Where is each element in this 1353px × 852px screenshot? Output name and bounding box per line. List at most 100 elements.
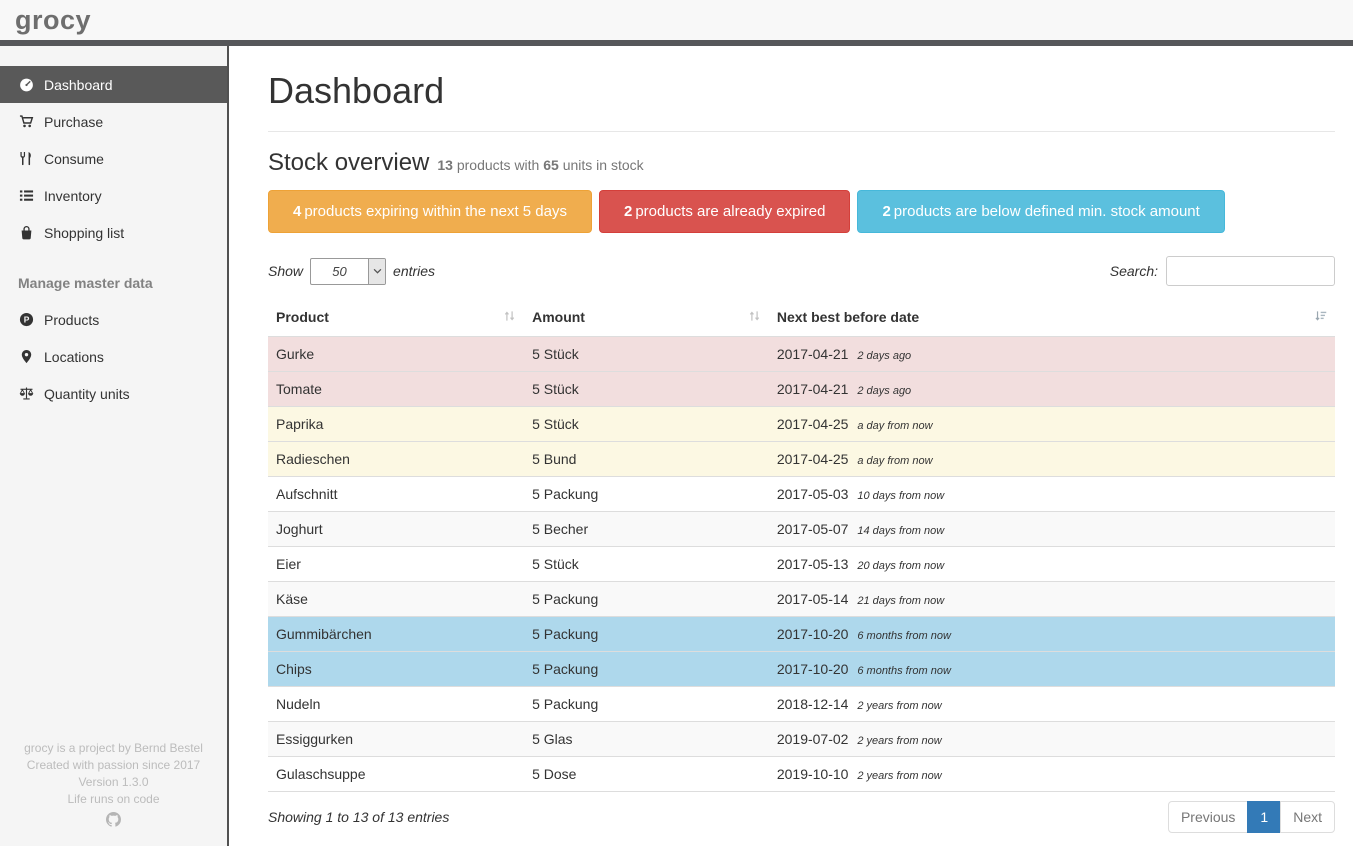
date-value: 2018-12-14 [776,696,849,712]
divider [268,131,1335,132]
time-ago: a day from now [857,420,933,432]
table-row: Radieschen 5 Bund 2017-04-25 a day from … [268,441,1335,477]
date-value: 2017-04-25 [776,416,849,432]
best-before-cell: 2018-12-14 2 years from now [768,686,1335,722]
github-icon[interactable] [106,812,121,832]
product-icon: P [17,312,35,327]
best-before-cell: 2017-04-21 2 days ago [768,371,1335,407]
best-before-cell: 2017-04-25 a day from now [768,441,1335,477]
shopping-cart-icon [17,114,35,129]
table-row: Tomate 5 Stück 2017-04-21 2 days ago [268,371,1335,407]
column-header[interactable]: Amount [524,299,769,337]
time-ago: 2 years from now [857,770,942,782]
stock-alerts: 4 products expiring within the next 5 day… [268,190,1335,233]
sidebar-item[interactable]: P Products [0,301,227,338]
amount-cell: 5 Packung [524,651,769,687]
sidebar-item[interactable]: Dashboard [0,66,227,103]
time-ago: 2 days ago [857,350,912,362]
next-page-button[interactable]: Next [1280,801,1335,833]
footer-line: grocy is a project by Bernd Bestel [24,741,203,755]
time-ago: a day from now [857,455,933,467]
amount-cell: 5 Stück [524,406,769,442]
app-logo[interactable]: grocy [15,4,92,35]
time-ago: 21 days from now [857,595,945,607]
amount-cell: 5 Becher [524,511,769,547]
stock-alert-button[interactable]: 4 products expiring within the next 5 day… [268,190,592,233]
chevron-down-icon [368,258,386,284]
sidebar-footer: grocy is a project by Bernd Bestel Creat… [0,740,227,846]
footer-line: Life runs on code [67,792,160,806]
stock-alert-button[interactable]: 2 products are below defined min. stock a… [857,190,1225,233]
page-length-control: Show 50 entries [268,257,436,285]
shopping-bag-icon [17,225,35,240]
amount-cell: 5 Packung [524,581,769,617]
amount-cell: 5 Stück [524,546,769,582]
product-cell: Radieschen [268,441,525,477]
time-ago: 2 years from now [857,700,942,712]
time-ago: 2 days ago [857,385,912,397]
product-cell: Essiggurken [268,721,525,757]
sidebar-item-label: Purchase [44,113,104,130]
product-cell: Aufschnitt [268,476,525,512]
sidebar-item[interactable]: Purchase [0,103,227,140]
date-value: 2017-05-14 [776,591,849,607]
svg-text:P: P [23,315,29,325]
page-length-select[interactable]: 50 [310,257,387,285]
stock-overview-header: Stock overview 13 products with 65 units… [268,149,1335,177]
page-number-button[interactable]: 1 [1247,801,1282,833]
sidebar-item[interactable]: Consume [0,140,227,177]
sidebar-item-label: Inventory [44,187,102,204]
sidebar-item[interactable]: Locations [0,338,227,375]
top-navbar: grocy [0,0,1353,46]
search-control: Search: [1110,256,1335,286]
footer-line: Version 1.3.0 [78,775,149,789]
time-ago: 6 months from now [857,630,951,642]
footer-line: Created with passion since 2017 [26,758,201,772]
table-row: Eier 5 Stück 2017-05-13 20 days from now [268,546,1335,582]
sidebar-nav: Dashboard Purchase Consume Inventory [0,66,227,251]
amount-cell: 5 Glas [524,721,769,757]
table-controls: Show 50 entries Search: [268,256,1335,286]
sort-both-icon [503,309,516,326]
date-value: 2017-05-03 [776,486,849,502]
sidebar-item[interactable]: Inventory [0,177,227,214]
amount-cell: 5 Bund [524,441,769,477]
stock-overview-subtitle: 13 products with 65 units in stock [437,157,644,173]
date-value: 2017-05-07 [776,521,849,537]
best-before-cell: 2019-10-10 2 years from now [768,756,1335,792]
amount-cell: 5 Stück [524,336,769,372]
previous-page-button[interactable]: Previous [1167,801,1249,833]
best-before-cell: 2017-04-25 a day from now [768,406,1335,442]
date-value: 2017-04-21 [776,346,849,362]
table-info: Showing 1 to 13 of 13 entries [268,809,450,825]
time-ago: 6 months from now [857,665,951,677]
column-header[interactable]: Next best before date [768,299,1335,337]
page-title: Dashboard [268,70,445,111]
table-header-row: Product Amount Next best before date [268,299,1335,337]
search-input[interactable] [1166,256,1335,286]
product-cell: Nudeln [268,686,525,722]
sidebar-item-label: Consume [44,150,104,167]
best-before-cell: 2019-07-02 2 years from now [768,721,1335,757]
location-marker-icon [17,349,35,364]
best-before-cell: 2017-05-13 20 days from now [768,546,1335,582]
sidebar-item[interactable]: Quantity units [0,375,227,412]
table-row: Gulaschsuppe 5 Dose 2019-10-10 2 years f… [268,756,1335,792]
product-cell: Käse [268,581,525,617]
product-cell: Paprika [268,406,525,442]
sidebar-item-label: Shopping list [44,224,125,241]
amount-cell: 5 Stück [524,371,769,407]
entries-label: entries [393,263,436,279]
amount-cell: 5 Dose [524,756,769,792]
time-ago: 20 days from now [857,560,945,572]
dashboard-icon [17,77,35,92]
sidebar-item[interactable]: Shopping list [0,214,227,251]
product-cell: Gummibärchen [268,616,525,652]
list-icon [17,188,35,203]
table-row: Paprika 5 Stück 2017-04-25 a day from no… [268,406,1335,442]
column-header[interactable]: Product [268,299,525,337]
sidebar-master-nav: P Products Locations Quantity units [0,301,227,412]
date-value: 2017-04-21 [776,381,849,397]
stock-alert-button[interactable]: 2 products are already expired [599,190,851,233]
best-before-cell: 2017-10-20 6 months from now [768,651,1335,687]
